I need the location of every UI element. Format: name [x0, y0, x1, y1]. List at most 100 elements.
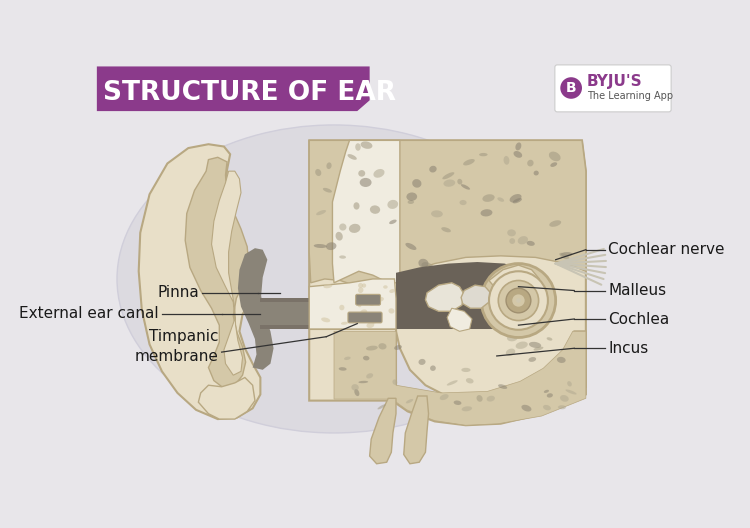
Ellipse shape [368, 301, 374, 306]
Ellipse shape [374, 169, 385, 178]
Ellipse shape [430, 365, 436, 371]
Ellipse shape [358, 283, 363, 288]
Ellipse shape [371, 318, 377, 324]
Ellipse shape [360, 309, 368, 315]
Ellipse shape [377, 404, 386, 409]
Text: Cochlea: Cochlea [608, 312, 670, 326]
Ellipse shape [392, 380, 398, 385]
Ellipse shape [527, 160, 533, 166]
Text: B: B [566, 81, 577, 95]
Ellipse shape [566, 390, 577, 394]
Ellipse shape [443, 180, 455, 187]
Ellipse shape [498, 384, 507, 389]
Polygon shape [97, 67, 370, 111]
Ellipse shape [366, 373, 374, 379]
Ellipse shape [370, 205, 380, 214]
Ellipse shape [509, 194, 521, 203]
Ellipse shape [549, 152, 560, 161]
Ellipse shape [323, 188, 332, 193]
Circle shape [482, 263, 556, 337]
Ellipse shape [379, 343, 386, 350]
Text: The Learning App: The Learning App [586, 91, 673, 101]
Polygon shape [489, 265, 539, 298]
Ellipse shape [460, 200, 466, 205]
Ellipse shape [544, 390, 549, 393]
Ellipse shape [388, 308, 394, 314]
Polygon shape [309, 329, 586, 425]
FancyBboxPatch shape [348, 312, 382, 323]
Ellipse shape [349, 224, 361, 233]
Ellipse shape [383, 285, 388, 289]
Ellipse shape [521, 405, 532, 411]
Ellipse shape [388, 200, 398, 209]
Ellipse shape [407, 200, 414, 204]
Ellipse shape [339, 256, 346, 259]
FancyBboxPatch shape [555, 65, 671, 112]
Ellipse shape [458, 179, 462, 184]
Ellipse shape [507, 334, 518, 341]
Ellipse shape [389, 220, 397, 224]
Ellipse shape [314, 244, 327, 248]
Ellipse shape [389, 289, 395, 293]
Ellipse shape [441, 227, 451, 232]
Ellipse shape [367, 322, 374, 328]
Ellipse shape [339, 367, 346, 371]
Ellipse shape [454, 401, 461, 405]
Ellipse shape [406, 243, 416, 250]
Ellipse shape [406, 399, 413, 403]
Ellipse shape [429, 166, 436, 173]
Ellipse shape [394, 345, 402, 350]
Ellipse shape [316, 210, 326, 215]
Circle shape [512, 295, 525, 307]
Ellipse shape [370, 301, 376, 305]
Polygon shape [139, 144, 260, 419]
Text: Incus: Incus [608, 341, 649, 356]
Ellipse shape [351, 384, 358, 391]
Ellipse shape [518, 236, 528, 244]
Polygon shape [238, 248, 274, 370]
Ellipse shape [321, 317, 330, 322]
Polygon shape [396, 262, 547, 329]
Ellipse shape [422, 262, 434, 271]
Ellipse shape [335, 232, 343, 241]
FancyBboxPatch shape [356, 295, 380, 305]
Polygon shape [309, 140, 586, 293]
Ellipse shape [447, 380, 458, 385]
Text: External ear canal: External ear canal [20, 306, 159, 321]
Ellipse shape [362, 284, 366, 288]
Ellipse shape [358, 287, 364, 293]
Ellipse shape [461, 368, 470, 372]
Ellipse shape [560, 253, 569, 259]
Polygon shape [370, 398, 396, 464]
Text: Malleus: Malleus [608, 283, 667, 298]
Ellipse shape [515, 143, 521, 150]
Ellipse shape [503, 156, 509, 165]
Ellipse shape [462, 406, 472, 411]
Ellipse shape [360, 178, 371, 187]
Ellipse shape [347, 154, 357, 160]
Ellipse shape [509, 238, 515, 244]
Polygon shape [260, 302, 392, 325]
Ellipse shape [406, 193, 417, 201]
Ellipse shape [567, 381, 572, 386]
Ellipse shape [461, 184, 470, 190]
Ellipse shape [431, 210, 442, 218]
Ellipse shape [533, 347, 544, 351]
Polygon shape [447, 308, 472, 332]
Ellipse shape [547, 393, 553, 398]
Ellipse shape [326, 163, 332, 169]
Ellipse shape [419, 359, 425, 365]
Text: Pinna: Pinna [158, 285, 200, 300]
Text: Cochlear nerve: Cochlear nerve [608, 242, 724, 257]
Ellipse shape [529, 342, 542, 348]
Text: STRUCTURE OF EAR: STRUCTURE OF EAR [103, 80, 396, 106]
Ellipse shape [442, 172, 454, 180]
Polygon shape [260, 298, 396, 329]
Ellipse shape [481, 209, 493, 216]
Ellipse shape [476, 395, 483, 402]
Ellipse shape [440, 394, 448, 400]
Ellipse shape [497, 197, 504, 202]
Polygon shape [404, 396, 428, 464]
Ellipse shape [344, 356, 351, 360]
Ellipse shape [413, 179, 422, 187]
